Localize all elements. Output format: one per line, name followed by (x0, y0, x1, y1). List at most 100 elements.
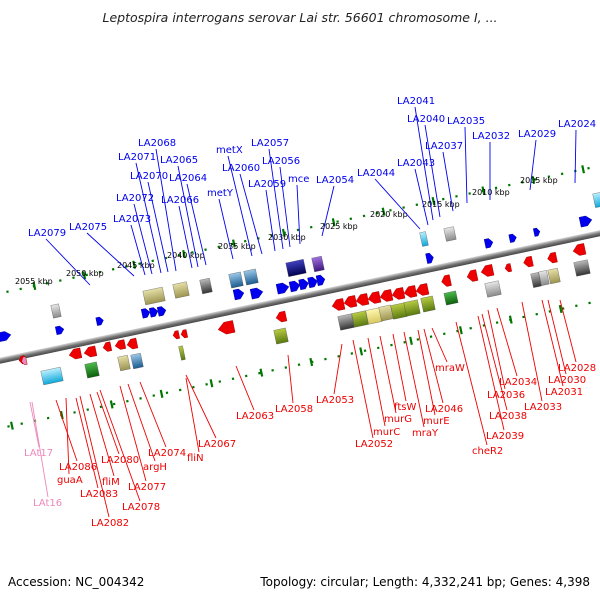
reverse-gene-label[interactable]: LA2086 (59, 462, 97, 473)
forward-gene-label[interactable]: LA2079 (28, 228, 66, 239)
reverse-gene-label[interactable]: mraY (412, 428, 439, 439)
forward-gene-arrow (288, 280, 301, 293)
forward-gene-label[interactable]: metX (216, 145, 243, 156)
rna-gene-label[interactable]: LAt16 (33, 498, 62, 509)
reverse-gene-label[interactable]: fliN (187, 453, 204, 464)
forward-gene-label[interactable]: mce (288, 174, 309, 185)
reverse-gene-label[interactable]: LA2052 (355, 439, 393, 450)
forward-gene-label[interactable]: LA2037 (425, 141, 463, 152)
forward-gene-leader-line (147, 181, 169, 273)
forward-gene-label[interactable]: LA2071 (118, 152, 156, 163)
reverse-gene-label[interactable]: LA2082 (91, 518, 129, 529)
forward-gene-label[interactable]: LA2057 (251, 138, 289, 149)
forward-gene-label[interactable]: LA2073 (113, 214, 151, 225)
reverse-gene-label[interactable]: LA2078 (122, 502, 160, 513)
reverse-gene-label[interactable]: LA2083 (80, 489, 118, 500)
rna-gene-label[interactable]: LAt17 (24, 448, 53, 459)
reverse-gene-arrow (114, 339, 127, 350)
forward-gene-label[interactable]: LA2043 (397, 158, 435, 169)
reverse-gene-label[interactable]: murE (423, 416, 450, 427)
forward-gene-leader-line (177, 165, 199, 268)
forward-gene-label[interactable]: LA2040 (407, 114, 445, 125)
forward-gene-label[interactable]: LA2024 (558, 119, 596, 130)
ruler-dot (111, 267, 115, 271)
forward-gene-label[interactable]: LA2059 (248, 179, 286, 190)
ruler-dot (521, 180, 524, 184)
reverse-gene-label[interactable]: LA2034 (499, 377, 537, 388)
ruler-dot (152, 394, 156, 397)
reverse-gene-arrow (355, 293, 370, 306)
reverse-gene-label[interactable]: LA2039 (486, 431, 524, 442)
reverse-gene-label[interactable]: LA2063 (236, 411, 274, 422)
forward-gene-label[interactable]: LA2064 (169, 173, 207, 184)
forward-gene-label[interactable]: LA2041 (397, 96, 435, 107)
ruler-tick (259, 368, 264, 377)
reverse-gene-label[interactable]: fliM (102, 477, 120, 488)
reverse-gene-label[interactable]: murC (373, 427, 400, 438)
cog-block (285, 259, 307, 277)
reverse-gene-label[interactable]: LA2077 (128, 482, 166, 493)
ruler-dot (231, 377, 235, 381)
forward-gene-leader-line (45, 238, 91, 286)
cog-block (547, 267, 561, 285)
reverse-gene-label[interactable]: LA2074 (148, 448, 186, 459)
reverse-gene-leader-line (119, 385, 147, 482)
gene-label-leaders (29, 106, 577, 518)
reverse-gene-label[interactable]: guaA (57, 475, 83, 486)
reverse-gene-arrow (331, 298, 346, 311)
reverse-gene-arrow (547, 251, 558, 264)
rna-gene-leader-line (29, 401, 40, 448)
scale-label: 2035 kbp (218, 242, 256, 251)
reverse-gene-arrow (441, 274, 452, 287)
forward-gene-label[interactable]: LA2044 (357, 168, 395, 179)
reverse-gene-label[interactable]: LA2030 (548, 375, 586, 386)
reverse-gene-label[interactable]: LA2036 (487, 390, 525, 401)
reverse-gene-label[interactable]: LA2080 (101, 455, 139, 466)
forward-gene-leader-line (321, 185, 335, 237)
scale-label: 2050 kbp (66, 269, 104, 278)
ruler-tick (581, 165, 586, 174)
reverse-gene-leader-line (139, 381, 167, 448)
reverse-gene-label[interactable]: murG (384, 414, 412, 425)
reverse-gene-label[interactable]: argH (143, 462, 167, 473)
reverse-gene-label[interactable]: LA2028 (558, 363, 596, 374)
reverse-gene-label[interactable]: LA2058 (275, 404, 313, 415)
forward-gene-label[interactable]: LA2029 (518, 129, 556, 140)
forward-gene-label[interactable]: LA2070 (130, 171, 168, 182)
cog-block (530, 272, 542, 288)
reverse-gene-label[interactable]: LA2053 (316, 395, 354, 406)
reverse-gene-label[interactable]: LA2046 (425, 404, 463, 415)
forward-gene-label[interactable]: LA2068 (138, 138, 176, 149)
ruler-dot (350, 352, 354, 355)
reverse-gene-label[interactable]: LA2067 (198, 439, 236, 450)
forward-gene-label[interactable]: LA2032 (472, 131, 510, 142)
reverse-gene-leader-line (423, 328, 444, 404)
reverse-gene-label[interactable]: mraW (435, 363, 465, 374)
reverse-gene-leader-line (481, 313, 508, 411)
forward-gene-label[interactable]: LA2075 (69, 222, 107, 233)
reverse-gene-label[interactable]: LA2031 (545, 387, 583, 398)
forward-gene-label[interactable]: LA2066 (161, 195, 199, 206)
accession-text: Accession: NC_004342 (8, 575, 145, 589)
forward-gene-label[interactable]: LA2035 (447, 116, 485, 127)
ruler-dot (243, 239, 247, 243)
forward-gene-label[interactable]: metY (207, 188, 234, 199)
reverse-gene-leader-line (477, 315, 505, 431)
cog-block (40, 366, 64, 386)
forward-gene-arrow (483, 238, 494, 249)
reverse-gene-label[interactable]: cheR2 (472, 446, 503, 457)
forward-gene-label[interactable]: LA2056 (262, 156, 300, 167)
feature-blocks (40, 192, 600, 386)
reverse-gene-label[interactable]: LA2033 (524, 402, 562, 413)
forward-gene-label[interactable]: LA2065 (160, 155, 198, 166)
reverse-gene-label[interactable]: ftsW (394, 402, 416, 413)
forward-gene-label[interactable]: LA2054 (316, 175, 354, 186)
ruler-dot (534, 178, 537, 181)
ruler-dot (441, 197, 445, 201)
forward-gene-arrow (298, 278, 309, 291)
forward-gene-label[interactable]: LA2072 (116, 193, 154, 204)
reverse-gene-label[interactable]: LA2038 (489, 411, 527, 422)
forward-gene-label[interactable]: LA2060 (222, 163, 260, 174)
ruler-dot (375, 211, 379, 215)
